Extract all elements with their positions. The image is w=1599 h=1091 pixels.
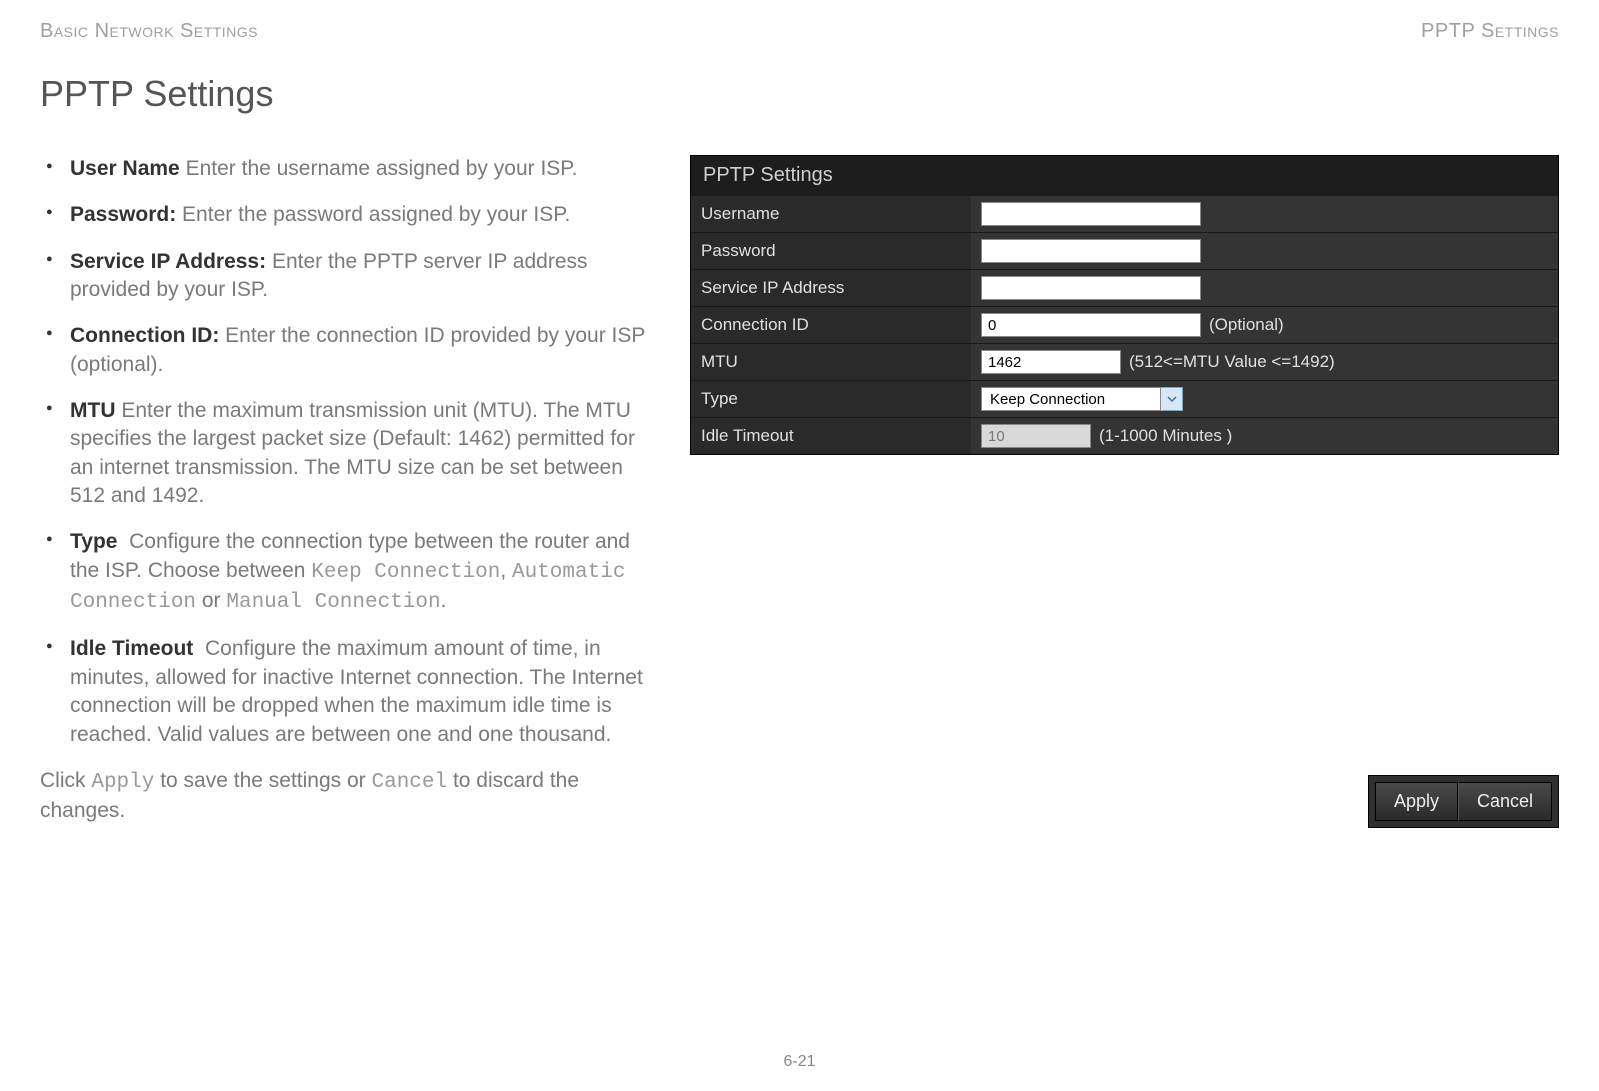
bullet-type: Type Configure the connection type betwe… (70, 528, 660, 617)
page-title: PPTP Settings (40, 73, 1559, 115)
label-service-ip: Service IP Address (691, 270, 971, 307)
label-connection-id: Connection ID (691, 307, 971, 344)
bullet-label: User Name (70, 157, 180, 180)
label-idle-timeout: Idle Timeout (691, 418, 971, 455)
row-type: Type Keep Connection (691, 381, 1558, 418)
apply-button[interactable]: Apply (1375, 782, 1458, 821)
row-idle-timeout: Idle Timeout (1-1000 Minutes ) (691, 418, 1558, 455)
panel-title: PPTP Settings (691, 156, 1558, 195)
bullet-connection-id: Connection ID: Enter the connection ID p… (70, 322, 660, 379)
bullet-label: Service IP Address: (70, 250, 266, 273)
bullet-password: Password: Enter the password assigned by… (70, 201, 660, 229)
bullet-text: Enter the username assigned by your ISP. (186, 157, 578, 180)
idle-timeout-hint: (1-1000 Minutes ) (1099, 426, 1232, 445)
header-left: Basic Network Settings (40, 20, 258, 43)
row-username: Username (691, 196, 1558, 233)
screenshot-column: PPTP Settings Username Password Service … (690, 155, 1559, 828)
button-group: Apply Cancel (1368, 775, 1559, 828)
bullet-username: User Name Enter the username assigned by… (70, 155, 660, 183)
option-keep: Keep Connection (311, 561, 500, 584)
row-password: Password (691, 233, 1558, 270)
row-mtu: MTU (512<=MTU Value <=1492) (691, 344, 1558, 381)
header-right: PPTP Settings (1421, 20, 1559, 43)
type-select[interactable]: Keep Connection (981, 387, 1183, 411)
bullet-text: Enter the password assigned by your ISP. (182, 203, 570, 226)
bullet-label: Type (70, 530, 117, 553)
bullet-service-ip: Service IP Address: Enter the PPTP serve… (70, 248, 660, 305)
idle-timeout-input (981, 424, 1091, 448)
apply-literal: Apply (91, 771, 154, 794)
closing-text: Click Apply to save the settings or Canc… (40, 767, 660, 826)
cancel-button[interactable]: Cancel (1458, 782, 1552, 821)
username-input[interactable] (981, 202, 1201, 226)
label-username: Username (691, 196, 971, 233)
label-password: Password (691, 233, 971, 270)
bullet-idle-timeout: Idle Timeout Configure the maximum amoun… (70, 635, 660, 748)
connection-id-input[interactable] (981, 313, 1201, 337)
label-mtu: MTU (691, 344, 971, 381)
description-column: User Name Enter the username assigned by… (40, 155, 660, 828)
mtu-input[interactable] (981, 350, 1121, 374)
type-select-value: Keep Connection (981, 387, 1161, 411)
row-service-ip: Service IP Address (691, 270, 1558, 307)
bullet-mtu: MTU Enter the maximum transmission unit … (70, 397, 660, 510)
label-type: Type (691, 381, 971, 418)
chevron-down-icon[interactable] (1161, 387, 1183, 411)
connection-id-hint: (Optional) (1209, 315, 1284, 334)
bullet-label: Password: (70, 203, 176, 226)
bullet-label: Idle Timeout (70, 637, 193, 660)
row-connection-id: Connection ID (Optional) (691, 307, 1558, 344)
page-number: 6-21 (0, 1053, 1599, 1071)
bullet-label: MTU (70, 399, 116, 422)
password-input[interactable] (981, 239, 1201, 263)
pptp-settings-panel: PPTP Settings Username Password Service … (690, 155, 1559, 455)
bullet-label: Connection ID: (70, 324, 219, 347)
mtu-hint: (512<=MTU Value <=1492) (1129, 352, 1335, 371)
service-ip-input[interactable] (981, 276, 1201, 300)
option-manual: Manual Connection (226, 591, 440, 614)
cancel-literal: Cancel (371, 771, 447, 794)
bullet-text: Enter the maximum transmission unit (MTU… (70, 399, 635, 507)
